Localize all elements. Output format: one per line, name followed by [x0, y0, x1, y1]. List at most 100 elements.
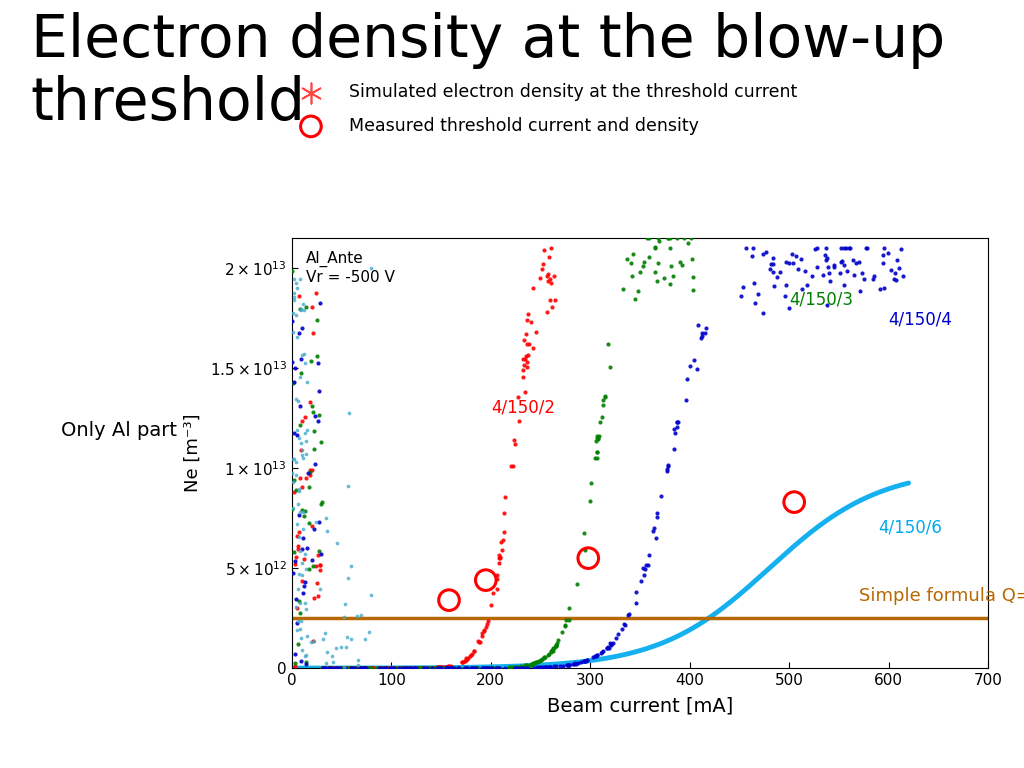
Point — [590, 433, 606, 445]
Point — [313, 662, 330, 674]
Point — [645, 525, 662, 537]
Point — [854, 266, 870, 279]
Point — [352, 662, 369, 674]
Point — [801, 464, 817, 476]
Point — [293, 632, 309, 644]
Point — [548, 640, 564, 652]
Point — [526, 657, 543, 669]
Point — [394, 662, 411, 674]
Point — [414, 662, 430, 674]
Point — [436, 662, 453, 674]
Point — [466, 662, 482, 674]
Point — [516, 359, 532, 371]
Point — [311, 515, 328, 528]
Point — [490, 551, 507, 564]
Point — [489, 662, 506, 674]
Point — [292, 303, 308, 316]
Point — [765, 266, 781, 278]
Point — [452, 662, 468, 674]
Point — [389, 662, 406, 674]
Point — [628, 597, 644, 609]
Point — [335, 662, 351, 674]
Point — [845, 253, 861, 266]
Point — [289, 624, 305, 637]
Point — [333, 641, 349, 653]
Point — [289, 424, 305, 436]
Point — [307, 410, 324, 422]
Point — [690, 319, 707, 331]
Point — [295, 523, 311, 535]
Point — [302, 464, 318, 476]
Point — [294, 443, 310, 455]
Point — [303, 400, 319, 412]
Point — [327, 662, 343, 674]
Point — [518, 349, 535, 362]
Point — [778, 256, 795, 268]
Point — [402, 662, 419, 674]
Point — [528, 661, 545, 674]
Point — [459, 662, 475, 674]
Point — [419, 662, 435, 674]
Point — [587, 452, 603, 465]
Point — [865, 270, 882, 282]
Point — [565, 658, 582, 670]
Point — [386, 662, 402, 674]
Point — [414, 662, 430, 674]
Point — [357, 633, 374, 645]
Point — [350, 662, 367, 674]
Point — [541, 660, 557, 673]
Point — [400, 662, 417, 674]
Point — [487, 662, 504, 674]
Point — [575, 655, 592, 667]
Point — [532, 654, 549, 666]
Point — [420, 662, 436, 674]
Text: Al_Ante
Vr = -500 V: Al_Ante Vr = -500 V — [306, 251, 394, 285]
Point — [312, 558, 329, 571]
Point — [291, 483, 307, 495]
Point — [513, 660, 529, 673]
Point — [339, 631, 355, 644]
Point — [439, 660, 456, 673]
Point — [807, 243, 823, 255]
Point — [542, 660, 558, 673]
Point — [409, 662, 425, 674]
Point — [497, 662, 513, 674]
Point — [755, 307, 771, 319]
Point — [508, 660, 524, 673]
Point — [304, 560, 321, 572]
Point — [599, 642, 615, 654]
Point — [286, 376, 302, 388]
Point — [496, 507, 512, 519]
Point — [289, 429, 305, 441]
Point — [669, 416, 685, 429]
Point — [424, 662, 440, 674]
Point — [431, 661, 447, 674]
Point — [579, 654, 595, 667]
Point — [352, 662, 369, 674]
Point — [412, 662, 428, 674]
Point — [540, 649, 556, 661]
Point — [665, 270, 681, 282]
Point — [315, 662, 332, 674]
Point — [821, 274, 838, 286]
Point — [290, 498, 306, 511]
Point — [464, 647, 480, 660]
Point — [537, 651, 553, 664]
Point — [772, 266, 788, 278]
Point — [407, 662, 423, 674]
Point — [525, 657, 542, 670]
Point — [406, 662, 422, 674]
Point — [641, 251, 657, 263]
Point — [301, 469, 317, 482]
Point — [317, 511, 334, 524]
Point — [284, 314, 300, 326]
Point — [298, 300, 314, 313]
Point — [589, 649, 605, 661]
Point — [582, 495, 598, 507]
Point — [560, 659, 577, 671]
Point — [663, 232, 679, 244]
Point — [286, 485, 302, 498]
Point — [693, 326, 710, 339]
Point — [340, 572, 356, 584]
Point — [334, 662, 350, 674]
